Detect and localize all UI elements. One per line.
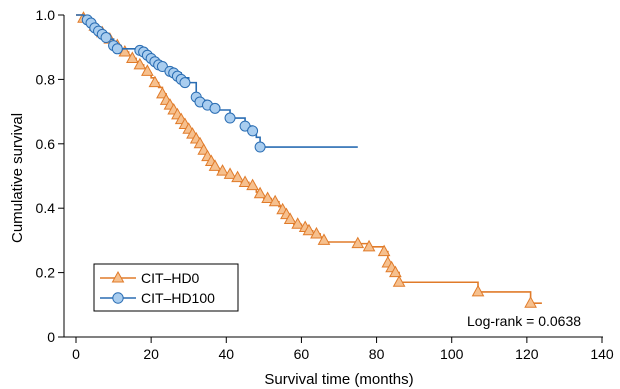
legend-marker-hd0 bbox=[111, 270, 125, 283]
censor-marker-triangle bbox=[389, 265, 402, 278]
x-tick-label: 60 bbox=[294, 346, 310, 362]
x-tick-label: 140 bbox=[590, 346, 614, 362]
y-tick-label: 0.4 bbox=[36, 200, 56, 216]
censor-marker-triangle bbox=[126, 51, 139, 63]
x-tick-label: 0 bbox=[72, 346, 80, 362]
censor-marker-circle bbox=[111, 43, 123, 55]
censor-marker-triangle bbox=[291, 217, 305, 229]
censor-marker-triangle bbox=[268, 194, 282, 207]
y-tick-label: 0.8 bbox=[36, 71, 56, 87]
censor-marker-circle bbox=[224, 112, 236, 124]
y-tick-label: 0.6 bbox=[36, 136, 56, 152]
censor-marker-triangle bbox=[246, 178, 259, 191]
censor-marker-triangle bbox=[253, 186, 267, 199]
censor-marker-triangle bbox=[317, 233, 331, 245]
y-tick-label: 1.0 bbox=[36, 7, 56, 23]
legend-label-hd0: CIT–HD0 bbox=[141, 270, 200, 286]
series-layer bbox=[76, 11, 542, 308]
censor-marker-circle bbox=[209, 102, 221, 114]
censor-marker-triangle bbox=[208, 159, 222, 171]
legend-marker-hd100 bbox=[112, 292, 124, 304]
x-axis-label: Survival time (months) bbox=[264, 371, 413, 388]
censor-marker-triangle bbox=[351, 236, 365, 249]
x-tick-label: 20 bbox=[143, 346, 159, 362]
censor-marker-triangle bbox=[216, 164, 229, 176]
censor-marker-triangle bbox=[362, 239, 376, 252]
censor-marker-circle bbox=[247, 125, 259, 137]
censor-marker-circle bbox=[254, 141, 266, 153]
series-line-1 bbox=[76, 14, 358, 148]
x-tick-label: 100 bbox=[440, 346, 464, 362]
y-axis-label: Cumulative survival bbox=[9, 113, 26, 243]
axes: 0 0.2 0.4 0.6 0.8 1.0 0 20 40 60 80 100 120 140 bbox=[36, 7, 614, 362]
x-tick-label: 40 bbox=[218, 346, 234, 362]
y-tick-label: 0.2 bbox=[36, 265, 56, 281]
censor-marker-triangle bbox=[302, 223, 316, 236]
censor-marker-triangle bbox=[148, 75, 162, 88]
censor-marker-triangle bbox=[223, 167, 237, 179]
legend: CIT–HD0 CIT–HD100 bbox=[93, 263, 239, 312]
censor-marker-triangle bbox=[133, 57, 147, 70]
legend-label-hd100: CIT–HD100 bbox=[141, 290, 215, 306]
censor-marker-triangle bbox=[392, 275, 406, 287]
censor-marker-triangle bbox=[377, 244, 391, 257]
censor-marker-triangle bbox=[261, 191, 274, 204]
x-tick-label: 80 bbox=[369, 346, 385, 362]
log-rank-annotation: Log-rank = 0.0638 bbox=[467, 313, 581, 329]
censor-marker-circle bbox=[179, 77, 191, 89]
censor-marker-triangle bbox=[524, 296, 537, 308]
censor-marker-triangle bbox=[310, 226, 323, 239]
censor-marker-triangle bbox=[231, 170, 244, 183]
censor-marker-triangle bbox=[238, 175, 252, 187]
censor-marker-triangle bbox=[141, 64, 154, 76]
censor-marker-triangle bbox=[283, 212, 297, 224]
censor-marker-triangle bbox=[471, 284, 485, 297]
y-tick-label: 0 bbox=[47, 329, 55, 345]
x-tick-label: 120 bbox=[515, 346, 539, 362]
censor-marker-circle bbox=[100, 32, 112, 44]
